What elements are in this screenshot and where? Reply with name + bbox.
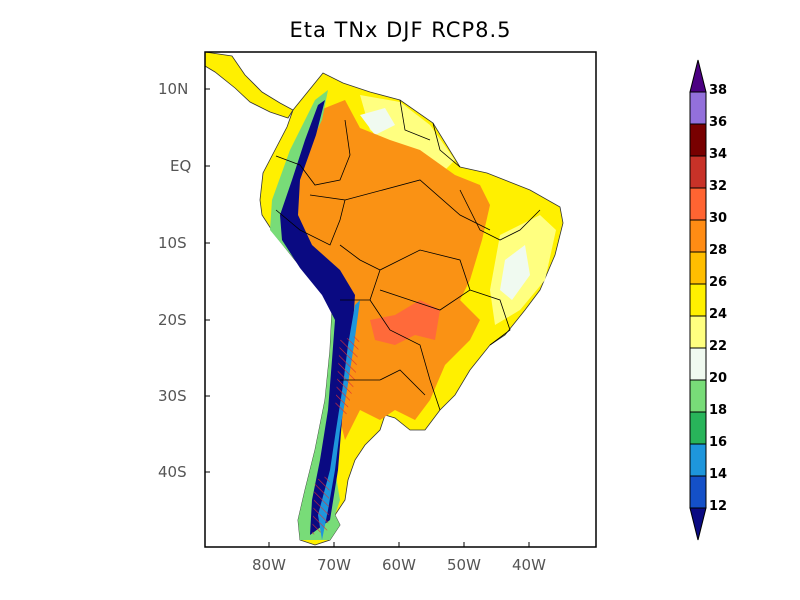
hatch-significance [312, 335, 360, 535]
colorbar-label: 22 [709, 339, 728, 354]
lat-label: 10S [158, 234, 187, 252]
lon-label: 80W [252, 556, 286, 574]
lat-label: 40S [158, 463, 187, 481]
country-borders [275, 99, 541, 411]
map-layer [205, 52, 564, 546]
colorbar-label: 26 [709, 275, 728, 290]
colorbar-label: 12 [709, 499, 728, 514]
colorbar-segment [689, 283, 707, 317]
colorbar-segment [689, 155, 707, 189]
colorbar [689, 59, 707, 541]
plot-title: Eta TNx DJF RCP8.5 [289, 18, 512, 42]
lon-label: 70W [317, 556, 351, 574]
colorbar-label: 24 [709, 307, 728, 322]
lon-label: 40W [512, 556, 546, 574]
colorbar-label: 38 [709, 83, 728, 98]
land-central-america [205, 52, 294, 119]
lon-label: 60W [382, 556, 416, 574]
colorbar-lower-triangle [689, 507, 707, 541]
region-dark-orange [370, 300, 440, 345]
colorbar-label: 20 [709, 371, 728, 386]
colorbar-label: 28 [709, 243, 728, 258]
colorbar-segment [689, 315, 707, 349]
region-pale [360, 108, 530, 300]
lat-label: EQ [170, 157, 192, 175]
lat-label: 10N [158, 80, 189, 98]
axis-ticks [205, 88, 530, 547]
colorbar-label: 30 [709, 211, 728, 226]
colorbar-segment [689, 219, 707, 253]
colorbar-upper-triangle [689, 59, 707, 93]
lon-label: 50W [447, 556, 481, 574]
colorbar-segment [689, 379, 707, 413]
colorbar-label: 34 [709, 147, 728, 162]
lat-label: 30S [158, 387, 187, 405]
colorbar-segment [689, 123, 707, 157]
colorbar-segment [689, 251, 707, 285]
colorbar-segment [689, 187, 707, 221]
colorbar-segment [689, 347, 707, 381]
colorbar-label: 16 [709, 435, 728, 450]
colorbar-segment [689, 411, 707, 445]
colorbar-label: 18 [709, 403, 728, 418]
region-andes-navy [280, 100, 355, 535]
map-frame [204, 51, 597, 548]
colorbar-segment [689, 475, 707, 509]
lat-label: 20S [158, 311, 187, 329]
colorbar-label: 36 [709, 115, 728, 130]
colorbar-label: 32 [709, 179, 728, 194]
region-orange [278, 100, 490, 440]
colorbar-segment [689, 91, 707, 125]
colorbar-label: 14 [709, 467, 728, 482]
colorbar-segment [689, 443, 707, 477]
